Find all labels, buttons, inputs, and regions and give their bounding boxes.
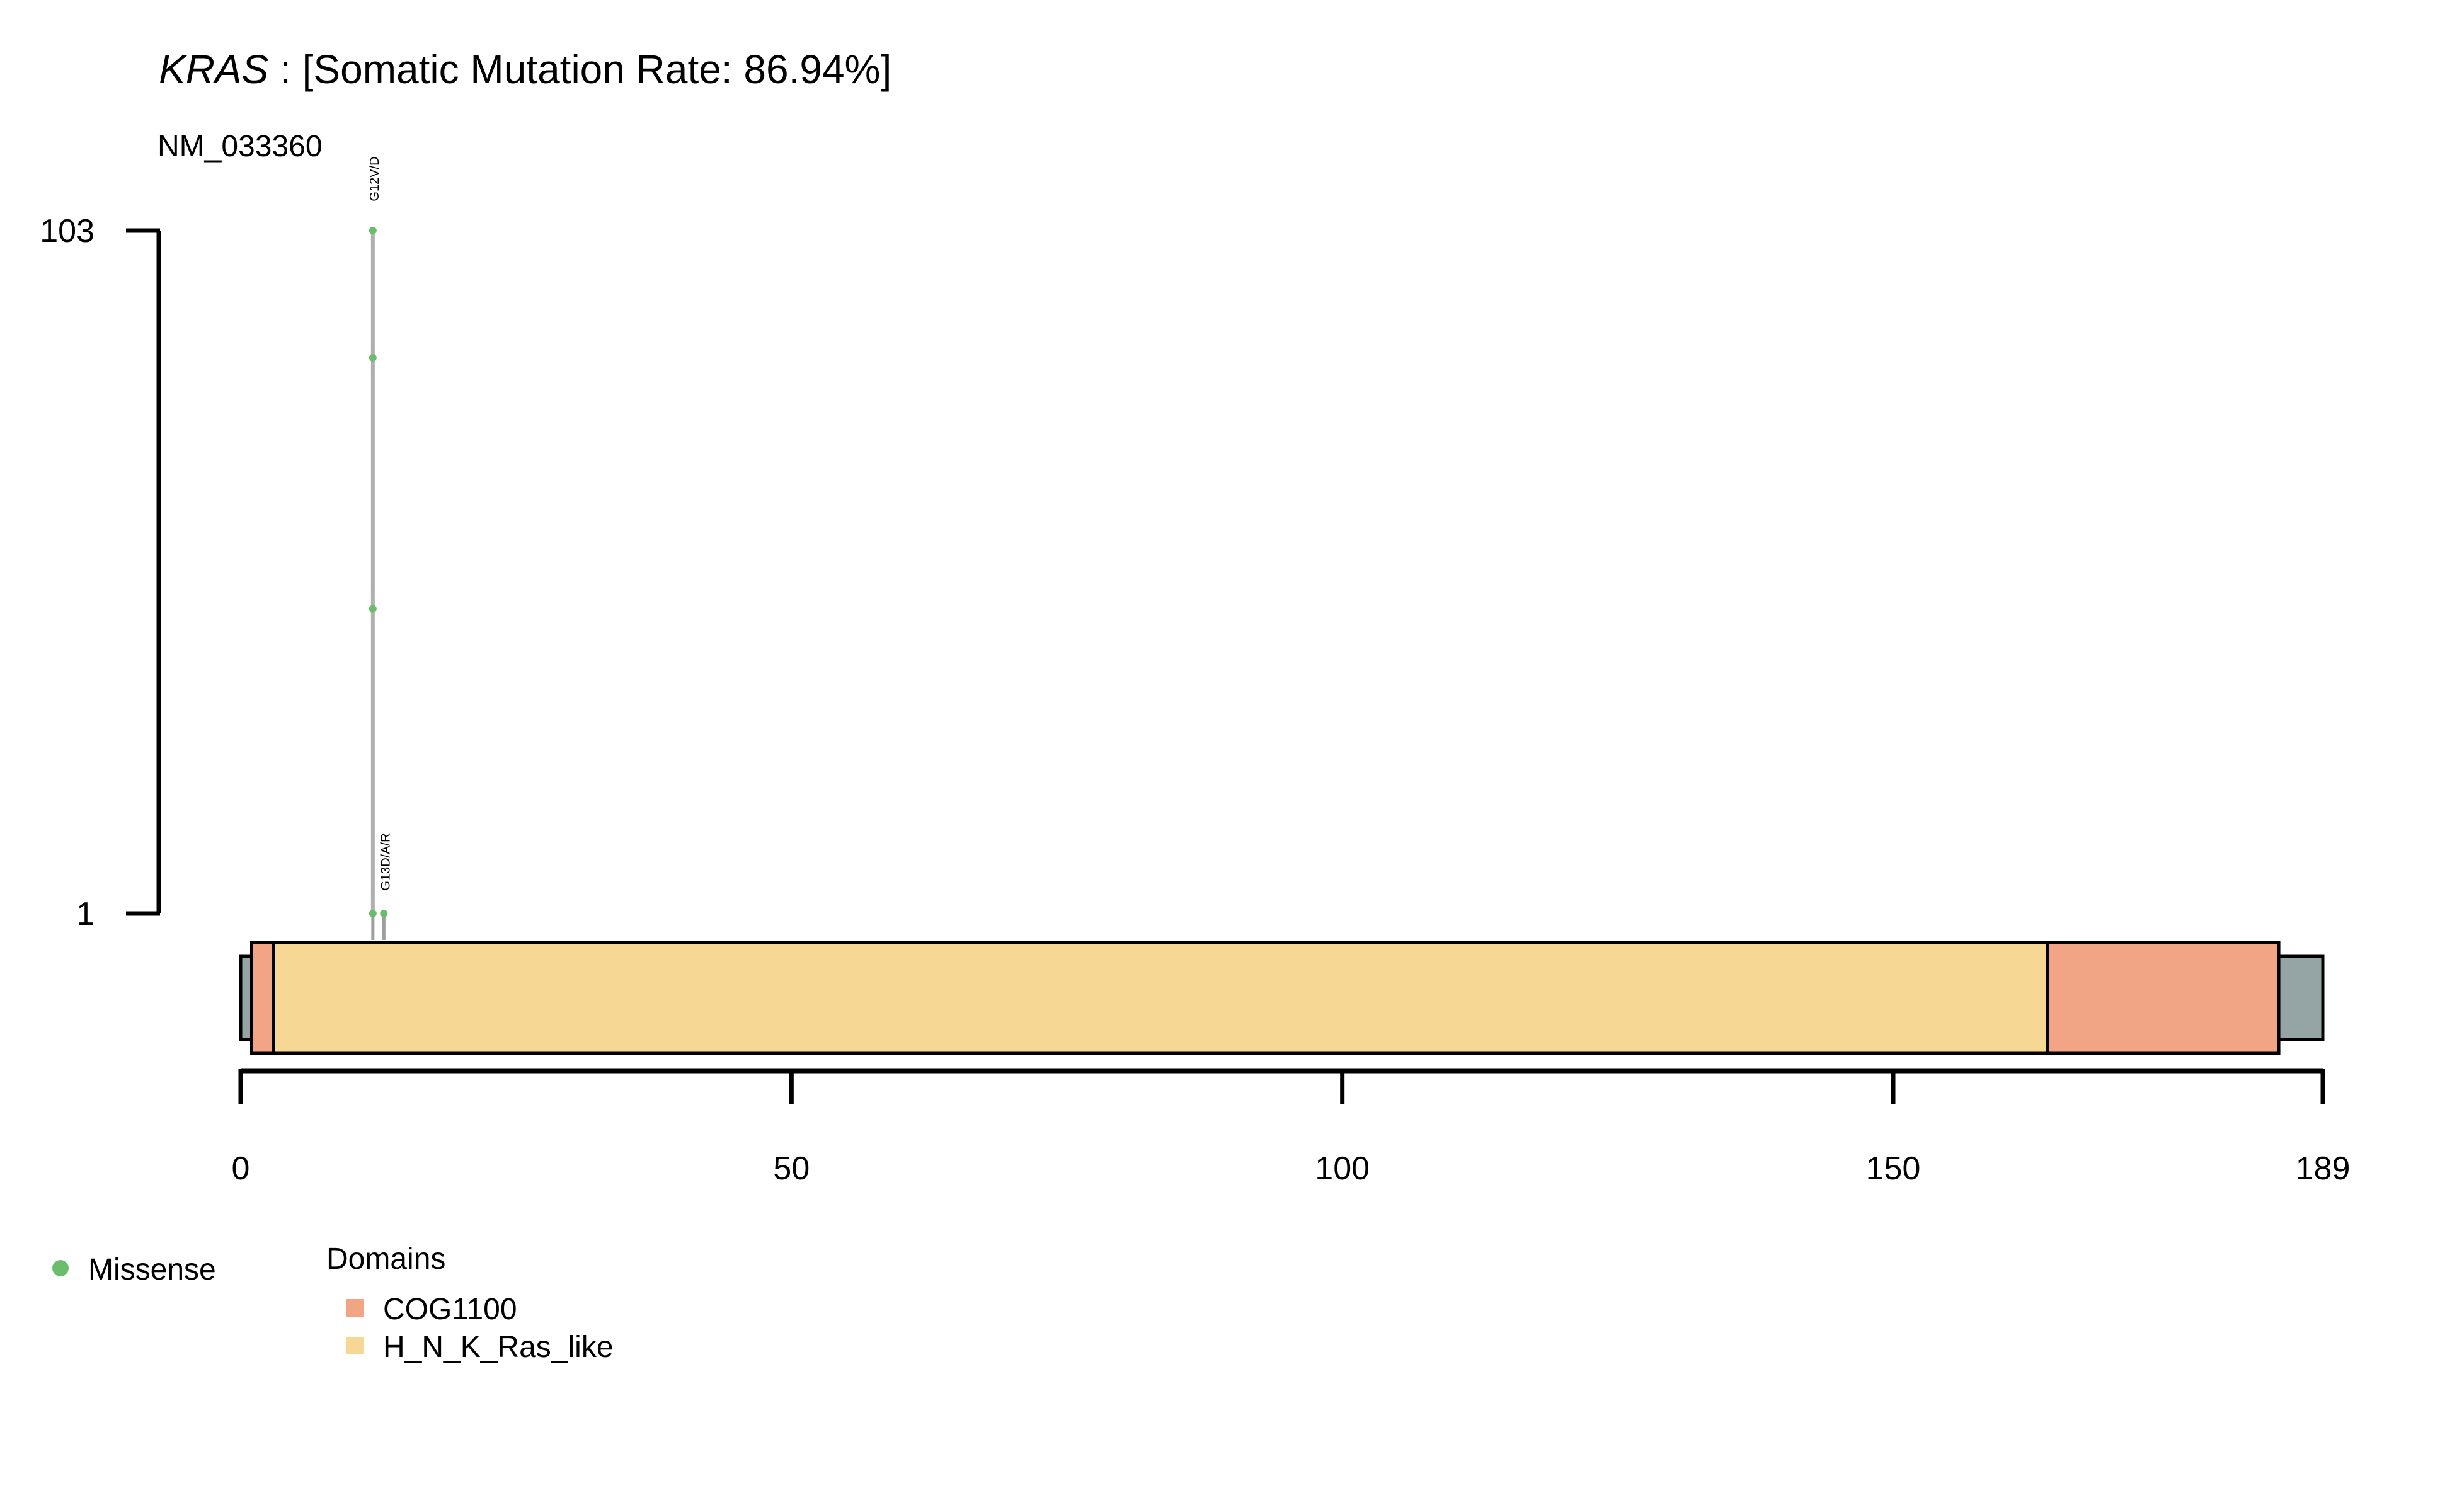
x-tick-label: 150 — [1866, 1150, 1921, 1187]
x-axis: 0 50 100 150 189 — [232, 1068, 2351, 1187]
mutation-label: G13D/A/R — [379, 833, 392, 890]
title-rest: : [Somatic Mutation Rate: 86.94%] — [268, 47, 891, 92]
legend-domain-label: COG1100 — [383, 1293, 517, 1326]
domain-block — [249, 941, 275, 1055]
legend-domain-swatch — [346, 1299, 364, 1317]
mutation-label: G12V/D — [368, 156, 382, 201]
legend-variant-swatch — [52, 1260, 69, 1276]
transcript-label: NM_033360 — [158, 130, 323, 163]
legend-domains-title: Domains — [326, 1242, 445, 1276]
lollipops: G12V/D G13D/A/R — [368, 156, 392, 940]
domain-block — [2046, 941, 2281, 1055]
legend-domain-label: H_N_K_Ras_like — [383, 1331, 614, 1364]
protein-track — [239, 941, 2325, 1055]
y-axis: 1 103 — [40, 213, 161, 932]
legend-variant-label: Missense — [88, 1253, 216, 1286]
chart-title: KRAS : [Somatic Mutation Rate: 86.94%] — [159, 47, 891, 92]
mutation-dot — [369, 605, 377, 613]
gene-name: KRAS — [159, 47, 268, 92]
y-tick-label: 1 — [76, 896, 94, 932]
x-tick-label: 0 — [232, 1150, 250, 1187]
mutation-dot — [369, 353, 377, 362]
legend: Missense Domains COG1100 H_N_K_Ras_like — [52, 1242, 614, 1364]
mutation-dot — [369, 910, 377, 917]
x-tick-label: 189 — [2296, 1150, 2351, 1187]
domain-block — [272, 941, 2049, 1055]
x-tick-label: 50 — [773, 1150, 810, 1187]
mutation-dot — [369, 227, 377, 234]
legend-domain-swatch — [346, 1337, 364, 1354]
x-tick-label: 100 — [1315, 1150, 1370, 1187]
mutation-dot — [380, 910, 388, 917]
y-tick-label: 103 — [40, 213, 94, 249]
